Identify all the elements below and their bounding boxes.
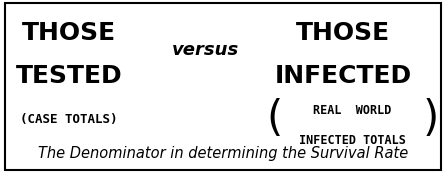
Text: TESTED: TESTED: [16, 64, 123, 88]
Text: (: (: [266, 98, 282, 140]
Text: INFECTED: INFECTED: [275, 64, 412, 88]
Text: REAL  WORLD: REAL WORLD: [313, 104, 392, 116]
Text: THOSE: THOSE: [296, 21, 391, 45]
Text: The Denominator in determining the Survival Rate: The Denominator in determining the Survi…: [38, 146, 408, 161]
Text: (CASE TOTALS): (CASE TOTALS): [21, 113, 118, 126]
Text: versus: versus: [172, 41, 239, 59]
Text: ): ): [422, 98, 438, 140]
Text: INFECTED TOTALS: INFECTED TOTALS: [299, 134, 406, 147]
Text: THOSE: THOSE: [22, 21, 116, 45]
